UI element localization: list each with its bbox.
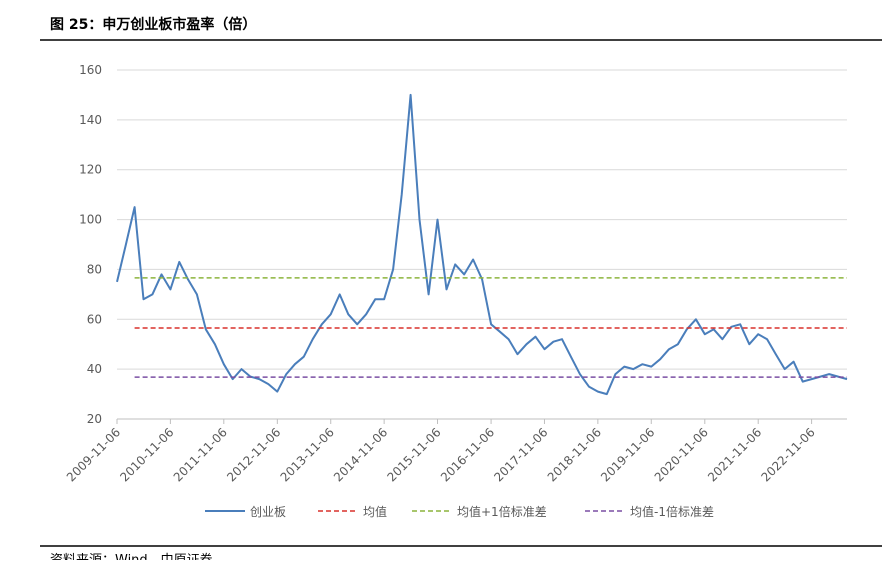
legend-label: 均值+1倍标准差	[457, 504, 547, 519]
x-tick-label: 2009-11-06	[64, 425, 123, 484]
y-tick-label: 40	[87, 362, 102, 376]
legend-label: 均值	[363, 504, 387, 519]
x-tick-label: 2018-11-06	[545, 425, 604, 484]
chart-title: 图 25：申万创业板市盈率（倍）	[50, 16, 256, 33]
y-tick-label: 160	[79, 63, 102, 77]
x-tick-label: 2012-11-06	[224, 425, 283, 484]
x-tick-label: 2015-11-06	[384, 425, 443, 484]
y-tick-label: 20	[87, 412, 102, 426]
x-tick-label: 2017-11-06	[491, 425, 550, 484]
x-tick-label: 2013-11-06	[278, 425, 337, 484]
y-tick-label: 60	[87, 312, 102, 326]
series-line	[116, 93, 848, 396]
x-tick-label: 2019-11-06	[598, 425, 657, 484]
x-tick-label: 2021-11-06	[705, 425, 764, 484]
x-tick-label: 2011-11-06	[171, 425, 230, 484]
source-note: 资料来源：Wind，中原证券	[50, 552, 213, 560]
y-tick-label: 100	[79, 213, 102, 227]
y-tick-label: 140	[79, 113, 102, 127]
x-tick-label: 2016-11-06	[438, 425, 497, 484]
legend-label: 均值-1倍标准差	[630, 504, 714, 519]
legend-label: 创业板	[250, 505, 286, 519]
x-tick-label: 2014-11-06	[331, 425, 390, 484]
y-tick-label: 120	[79, 163, 102, 177]
x-tick-label: 2020-11-06	[652, 425, 711, 484]
x-tick-label: 2022-11-06	[758, 425, 817, 484]
x-tick-label: 2010-11-06	[117, 425, 176, 484]
y-tick-label: 80	[87, 262, 102, 276]
